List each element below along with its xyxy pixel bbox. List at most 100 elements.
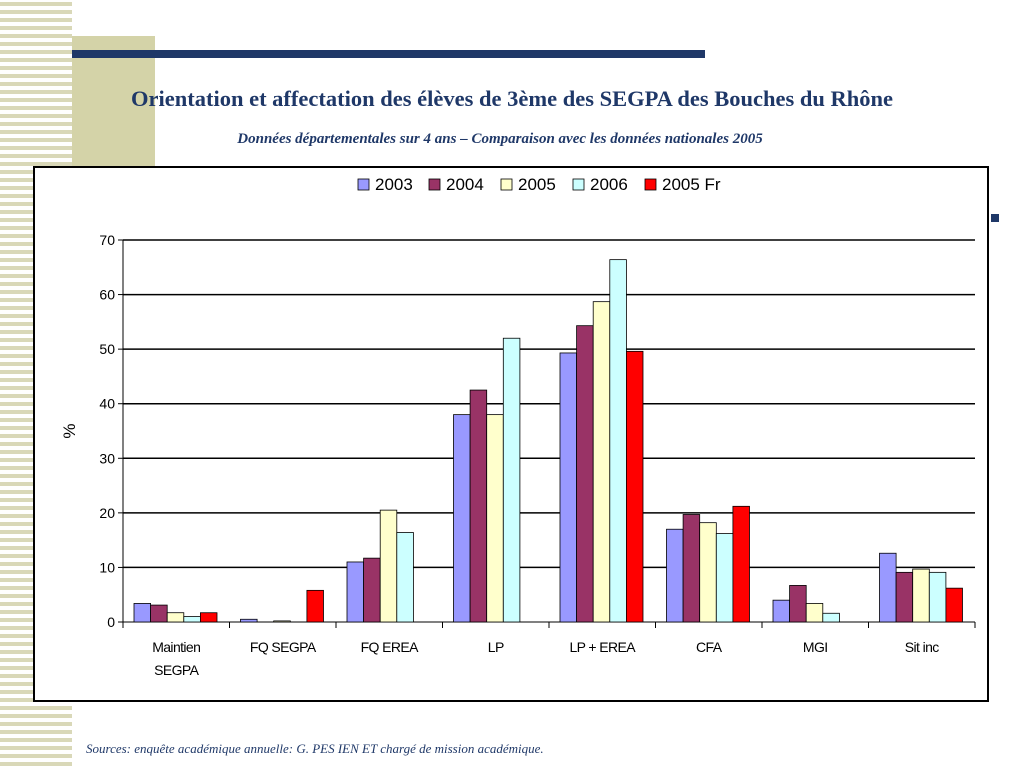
legend-label: 2003: [375, 175, 413, 194]
bar: [559, 352, 578, 623]
source-note: Sources: enquête académique annuelle: G.…: [86, 741, 544, 756]
y-axis-title: %: [60, 423, 79, 438]
bars: [133, 259, 963, 623]
y-tick-label: 30: [99, 450, 115, 466]
stripe: [0, 706, 72, 710]
y-tick-label: 0: [107, 614, 115, 630]
bar: [592, 301, 611, 623]
decorative-square-dot: [991, 214, 999, 222]
y-tick-label: 70: [99, 232, 115, 248]
bar-chart: 0 10 20 30 40 50 60 70% Maintien SEGPA FQ SEGPA FQ …: [60, 175, 976, 678]
legend-label: 2004: [446, 175, 484, 194]
stripe: [0, 2, 72, 6]
decorative-top-bar: [72, 50, 705, 58]
bar: [396, 532, 414, 623]
x-tick-label: LP: [488, 639, 504, 655]
bar: [240, 618, 258, 623]
bar: [183, 616, 201, 623]
bar: [502, 337, 521, 623]
chart-frame: 0 10 20 30 40 50 60 70% Maintien SEGPA FQ SEGPA FQ …: [33, 166, 989, 702]
stripe: [0, 138, 72, 142]
bar: [945, 587, 963, 623]
bar: [715, 533, 734, 623]
bar: [306, 589, 324, 623]
stripe: [0, 146, 72, 150]
x-tick-label: FQ SEGPA: [250, 639, 317, 655]
legend-item: 2006: [572, 175, 628, 194]
y-tick-label: 50: [99, 341, 115, 357]
bar: [789, 585, 807, 623]
x-tick-label: FQ EREA: [361, 639, 420, 655]
legend-swatch: [572, 178, 585, 191]
bar: [805, 603, 824, 623]
legend-label: 2005 Fr: [662, 175, 721, 194]
bar: [895, 571, 914, 623]
stripe: [0, 730, 72, 734]
stripe: [0, 10, 72, 14]
legend-label: 2005: [518, 175, 556, 194]
bar: [626, 350, 644, 623]
stripe: [0, 42, 72, 46]
bar: [199, 612, 218, 623]
bar: [699, 522, 717, 623]
y-tick-label: 10: [99, 559, 115, 575]
bar: [912, 568, 930, 623]
bar: [379, 509, 398, 623]
legend-item: 2005: [500, 175, 556, 194]
stripe: [0, 722, 72, 726]
stripe: [0, 58, 72, 62]
stripe: [0, 26, 72, 30]
legend-swatch: [428, 178, 441, 191]
stripe: [0, 34, 72, 38]
bar: [133, 603, 152, 623]
bar: [822, 612, 840, 623]
stripe: [0, 738, 72, 742]
legend-label: 2006: [590, 175, 628, 194]
axis-labels: 0 10 20 30 40 50 60 70% Maintien SEGPA FQ SEGPA FQ …: [60, 232, 940, 678]
stripe: [0, 106, 72, 110]
x-tick-label: CFA: [696, 639, 723, 655]
bar: [166, 612, 185, 623]
stripe: [0, 66, 72, 70]
stripe: [0, 50, 72, 54]
bar: [469, 389, 488, 623]
stripe: [0, 18, 72, 22]
stripe: [0, 74, 72, 78]
bar: [609, 259, 627, 623]
bar: [928, 571, 947, 623]
stripe: [0, 114, 72, 118]
bar: [666, 528, 684, 623]
bar: [363, 557, 381, 623]
stripe: [0, 154, 72, 158]
bar: [486, 414, 504, 623]
y-tick-label: 20: [99, 505, 115, 521]
bar: [732, 505, 750, 623]
y-tick-label: 40: [99, 396, 115, 412]
bar: [346, 561, 365, 623]
x-tick-label: Maintien: [152, 639, 200, 655]
slide-subtitle: Données départementales sur 4 ans – Comp…: [237, 131, 763, 147]
legend-item: 2003: [357, 175, 413, 194]
bar: [682, 514, 701, 623]
x-tick-label: MGI: [803, 639, 828, 655]
legend-swatch: [644, 178, 657, 191]
stripe: [0, 130, 72, 134]
bar: [576, 325, 594, 623]
y-tick-label: 60: [99, 287, 115, 303]
stripe: [0, 90, 72, 94]
legend-item: 2004: [428, 175, 484, 194]
stripe: [0, 746, 72, 750]
x-tick-label: SEGPA: [154, 662, 199, 678]
x-tick-label: LP + EREA: [569, 639, 636, 655]
bar: [879, 552, 897, 623]
legend: 2003 2004 2005 2006 2005 Fr: [357, 175, 721, 194]
x-tick-label: Sit inc: [905, 639, 940, 655]
bar: [273, 620, 291, 623]
legend-swatch: [357, 178, 370, 191]
bar: [772, 599, 791, 623]
stripe: [0, 762, 72, 766]
stripe: [0, 714, 72, 718]
legend-item: 2005 Fr: [644, 175, 721, 194]
legend-swatch: [500, 178, 513, 191]
stripe: [0, 98, 72, 102]
